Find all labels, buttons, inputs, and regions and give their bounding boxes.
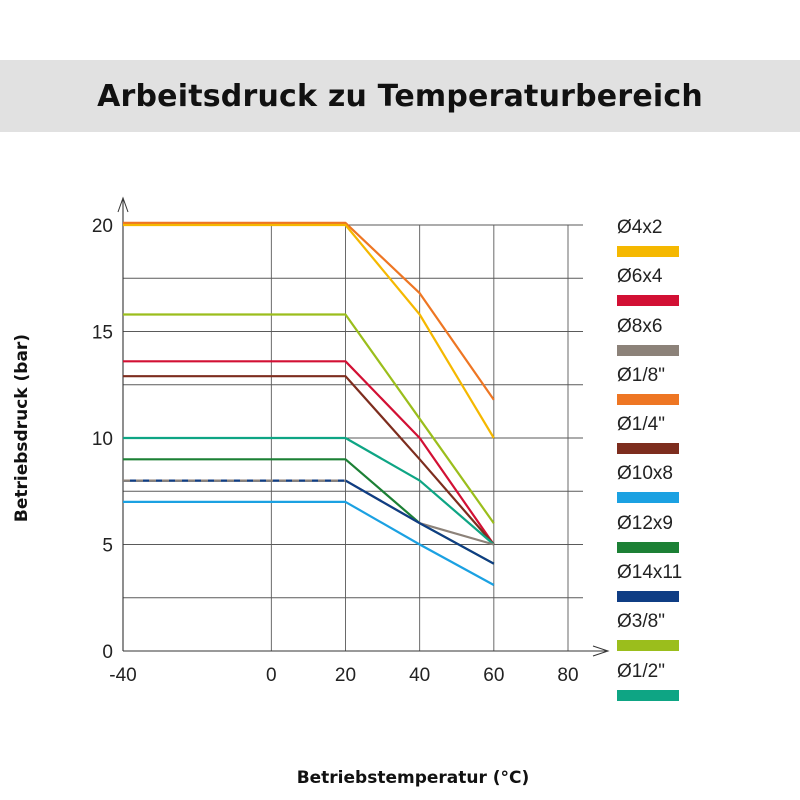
series-line — [123, 223, 495, 439]
legend-item: Ø8x6 — [617, 316, 687, 365]
legend-label: Ø1/8" — [617, 364, 665, 386]
legend-label: Ø3/8" — [617, 611, 665, 633]
x-tick-label: 20 — [335, 665, 356, 686]
series-line — [123, 436, 495, 546]
y-tick-label: 20 — [92, 216, 113, 237]
y-axis-arrow — [117, 196, 129, 213]
series-line — [123, 479, 495, 546]
legend-label: Ø6x4 — [617, 266, 663, 288]
legend-item: Ø4x2 — [617, 217, 687, 266]
legend: Ø4x2 Ø6x4 Ø8x6 Ø1/8" Ø1/4" Ø10x8 Ø12x9 Ø14x11 Ø3… — [617, 217, 687, 710]
series-line — [123, 500, 495, 586]
x-axis-arrow — [592, 645, 610, 657]
x-axis-label: Betriebstemperatur (°C) — [296, 768, 530, 788]
series-line — [123, 221, 495, 401]
y-tick-label: 10 — [92, 429, 113, 450]
legend-swatch — [617, 295, 679, 307]
legend-swatch — [617, 443, 679, 455]
legend-swatch — [617, 246, 679, 257]
y-tick-label: 15 — [92, 323, 113, 344]
legend-label: Ø1/2" — [617, 660, 665, 682]
chart-title: Arbeitsdruck zu Temperaturbereich — [97, 78, 703, 114]
legend-item: Ø6x4 — [617, 266, 687, 315]
x-tick-label: 60 — [483, 665, 504, 686]
legend-swatch — [617, 393, 679, 405]
x-tick-label: 40 — [409, 665, 430, 686]
legend-item: Ø10x8 — [617, 463, 687, 512]
series-line — [123, 360, 495, 546]
series-line — [123, 479, 495, 565]
legend-item: Ø3/8" — [617, 611, 687, 660]
legend-label: Ø8x6 — [617, 315, 663, 337]
legend-item: Ø1/4" — [617, 414, 687, 463]
title-band: Arbeitsdruck zu Temperaturbereich — [0, 60, 800, 132]
x-tick-label: -40 — [109, 665, 136, 686]
legend-swatch — [617, 344, 679, 356]
legend-label: Ø4x2 — [617, 217, 663, 238]
series-line — [123, 458, 495, 565]
series-line — [123, 313, 495, 524]
legend-swatch — [617, 640, 679, 652]
x-tick-label: 0 — [266, 665, 277, 686]
legend-label: Ø14x11 — [617, 562, 683, 584]
x-tick-label: 80 — [557, 665, 578, 686]
legend-item: Ø14x11 — [617, 562, 687, 611]
legend-item: Ø1/2" — [617, 661, 687, 710]
legend-label: Ø10x8 — [617, 463, 673, 485]
legend-item: Ø12x9 — [617, 513, 687, 562]
legend-label: Ø12x9 — [617, 512, 673, 534]
legend-swatch — [617, 689, 679, 701]
y-tick-label: 5 — [102, 536, 113, 557]
legend-item: Ø1/8" — [617, 365, 687, 414]
legend-label: Ø1/4" — [617, 414, 665, 436]
legend-swatch — [617, 541, 679, 553]
legend-swatch — [617, 591, 679, 603]
series-line — [123, 375, 495, 546]
y-tick-label: 0 — [102, 642, 113, 663]
legend-swatch — [617, 492, 679, 504]
